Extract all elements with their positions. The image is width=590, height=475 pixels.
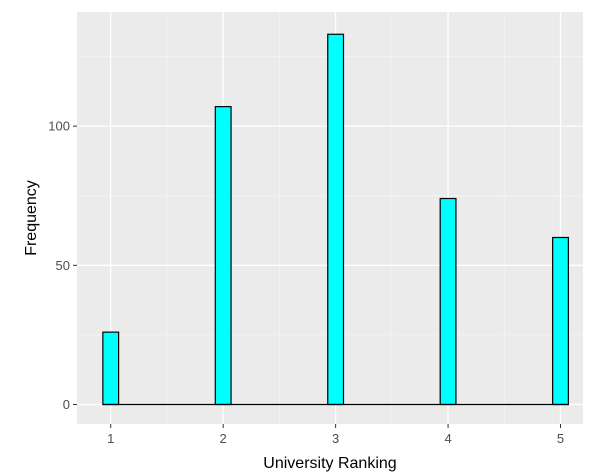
x-tick-label: 2: [220, 431, 227, 446]
bar-4: [439, 197, 457, 406]
bars: [102, 33, 569, 406]
x-tick-label: 4: [444, 431, 451, 446]
bar-2: [214, 106, 232, 406]
bar-3: [327, 33, 345, 406]
bar-5: [552, 236, 569, 406]
y-tick-label: 0: [63, 397, 70, 412]
bar-1: [102, 331, 120, 406]
x-axis-title: University Ranking: [263, 455, 396, 472]
x-axis-ticks: 1 2 3 4 5: [107, 424, 564, 446]
y-axis-title: Frequency: [23, 180, 40, 256]
x-tick-label: 3: [332, 431, 339, 446]
x-tick-label: 1: [107, 431, 114, 446]
x-tick-label: 5: [557, 431, 564, 446]
y-tick-label: 50: [56, 258, 70, 273]
y-tick-label: 100: [48, 119, 70, 134]
y-axis-ticks: 0 50 100: [48, 119, 77, 412]
